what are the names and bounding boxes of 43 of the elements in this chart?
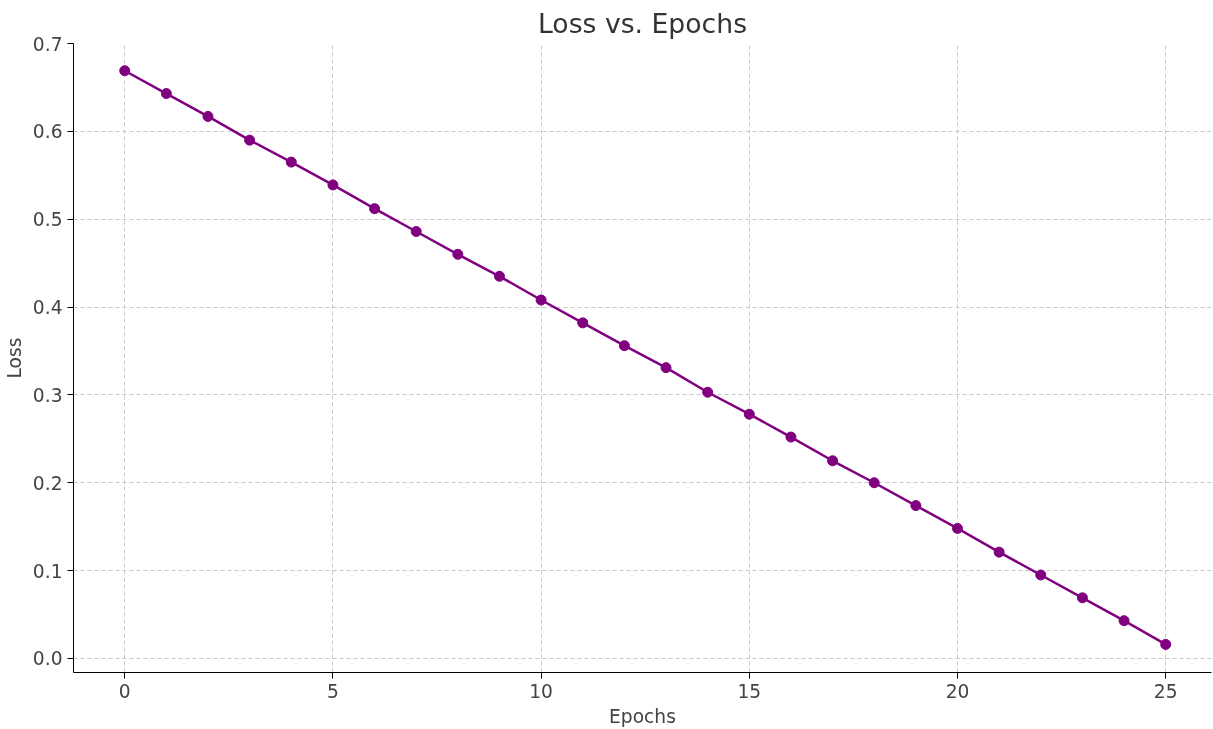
point: [702, 386, 714, 398]
point: [493, 270, 505, 282]
y-tick-label: 0.5: [32, 209, 63, 231]
point: [410, 226, 422, 237]
point: [993, 546, 1005, 558]
point: [535, 294, 547, 306]
y-tick-label: 0.6: [32, 121, 63, 143]
point: [743, 408, 755, 420]
y-tick-label: 0.1: [32, 560, 63, 582]
point: [660, 362, 672, 374]
point: [119, 65, 131, 77]
point: [160, 88, 172, 100]
point: [785, 431, 797, 443]
point: [1076, 592, 1088, 604]
point: [327, 179, 339, 191]
x-tick-label: 10: [529, 680, 553, 702]
point: [827, 455, 839, 467]
x-tick-label: 5: [326, 680, 339, 702]
point: [244, 134, 256, 146]
point: [868, 477, 880, 489]
y-tick-label: 0.3: [32, 384, 63, 406]
point: [952, 522, 963, 534]
x-tick-label: 25: [1153, 680, 1178, 702]
point: [369, 203, 381, 215]
x-tick-label: 20: [945, 680, 970, 702]
x-tick-label: 0: [118, 680, 131, 702]
y-tick-label: 0.7: [32, 33, 63, 55]
point: [577, 317, 589, 329]
point: [285, 156, 297, 168]
point: [618, 340, 630, 352]
point: [1035, 569, 1047, 581]
point: [452, 248, 464, 260]
point: [910, 500, 922, 512]
y-axis-title: Loss: [3, 337, 25, 379]
x-axis-title: Epochs: [609, 705, 676, 727]
point: [202, 110, 214, 122]
y-tick-label: 0.2: [32, 472, 63, 494]
y-tick-label: 0.0: [32, 648, 63, 670]
point: [1160, 638, 1172, 650]
point: [1118, 615, 1130, 627]
x-tick-label: 15: [737, 680, 762, 702]
chart-title: Loss vs. Epochs: [537, 7, 748, 39]
y-tick-label: 0.4: [32, 297, 63, 319]
